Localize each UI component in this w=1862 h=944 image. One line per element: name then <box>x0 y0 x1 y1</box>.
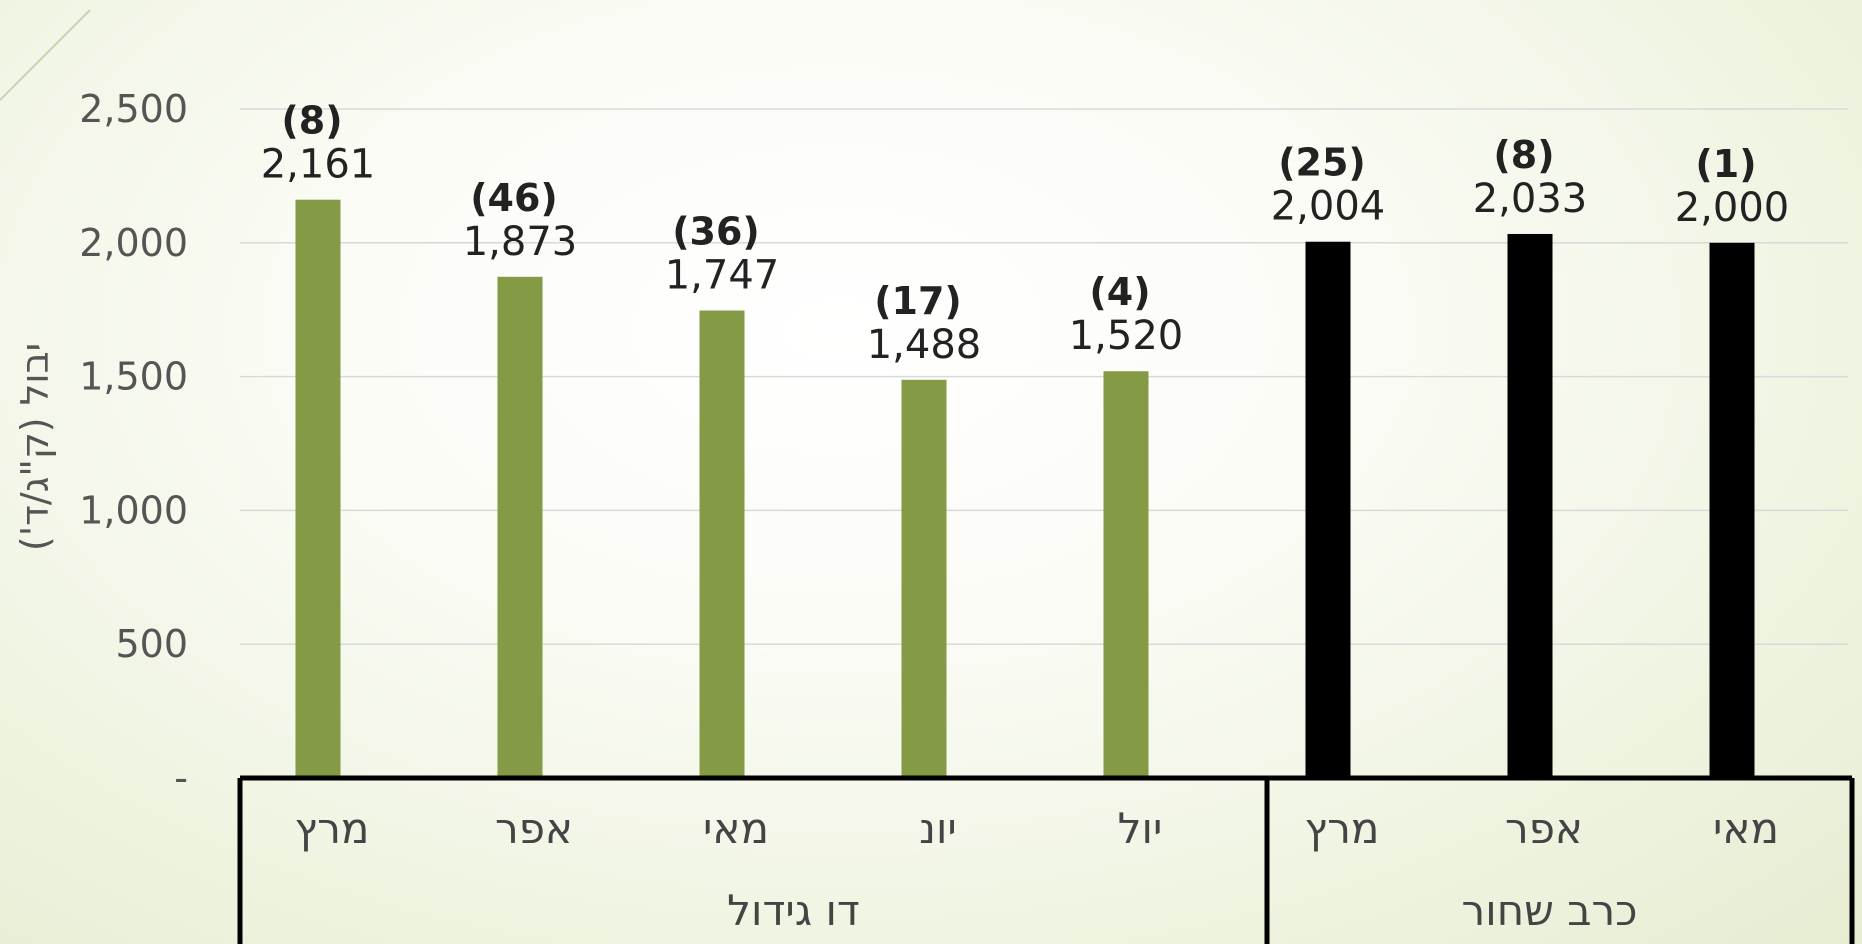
y-tick-label: 1,000 <box>79 488 188 532</box>
category-label: מאי <box>1713 804 1779 853</box>
group-label: כרב שחור <box>1462 886 1638 935</box>
y-tick-label: 2,500 <box>79 87 188 131</box>
category-axis: מרץ אפר מאי יונ יול מרץ אפר מאי דו גידול כרב שחור <box>237 775 1855 944</box>
bar <box>497 276 543 778</box>
group-label: דו גידול <box>727 886 860 935</box>
bars <box>295 199 1755 779</box>
category-label: יונ <box>919 804 957 853</box>
y-axis-label: יבול (ק"ג/ד') <box>13 343 57 551</box>
bar-count-label: (17) <box>874 279 962 323</box>
bar <box>901 379 947 778</box>
category-label: מרץ <box>295 804 370 853</box>
category-label: אפר <box>1505 804 1583 853</box>
y-tick-label: 1,500 <box>79 355 188 399</box>
bar-count-label: (8) <box>1493 133 1554 177</box>
bar-count-label: (4) <box>1089 270 1150 314</box>
bar-value-label: 2,000 <box>1675 185 1790 231</box>
corner-decoration-line <box>0 9 91 101</box>
bar <box>1709 242 1755 779</box>
bar-count-label: (1) <box>1695 142 1756 186</box>
y-tick-label: 2,000 <box>79 221 188 265</box>
bar-value-label: 1,873 <box>463 219 578 265</box>
bar <box>295 199 341 778</box>
bar-value-label: 2,033 <box>1473 176 1588 222</box>
bar-value-label: 2,161 <box>261 142 376 188</box>
bar <box>1507 233 1553 779</box>
data-labels: (8)2,161(46)1,873 (36)1,747(17)1,488(4)1,… <box>261 99 1790 368</box>
bar-value-label: 1,520 <box>1069 313 1184 359</box>
category-label: יול <box>1118 804 1163 853</box>
bar-count-label: (46) <box>470 176 558 220</box>
y-axis-ticks: - 500 1,000 1,500 2,000 2,500 <box>79 87 188 800</box>
bar <box>1305 241 1351 778</box>
bar-count-label: (36) <box>672 210 760 254</box>
bar <box>1103 371 1149 778</box>
y-tick-label: 500 <box>115 622 188 666</box>
bar-count-label: (8) <box>281 99 342 143</box>
category-label: אפר <box>495 804 573 853</box>
category-label: מרץ <box>1305 804 1380 853</box>
bar-count-label: (25) <box>1278 141 1366 185</box>
bar-value-label: 1,747 <box>665 253 780 299</box>
bar-value-label: 1,488 <box>867 322 982 368</box>
y-tick-label: - <box>174 756 188 800</box>
bar-value-label: 2,004 <box>1271 184 1386 230</box>
category-label: מאי <box>703 804 769 853</box>
bar <box>699 310 745 778</box>
